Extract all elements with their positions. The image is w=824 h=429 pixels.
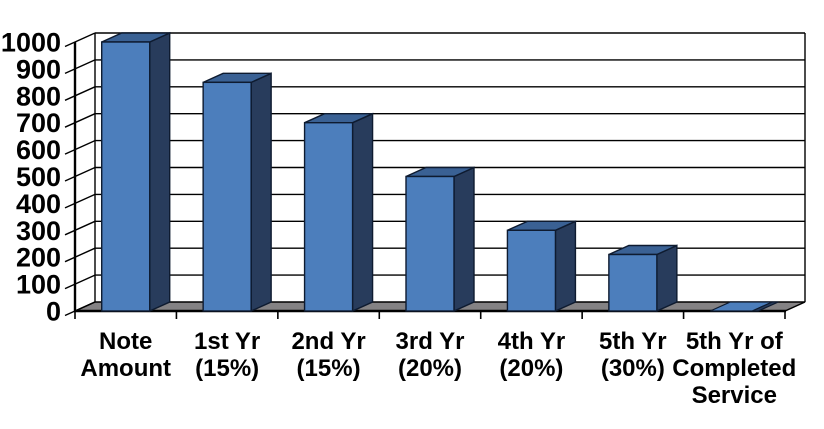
- x-axis-label: Service: [692, 382, 777, 409]
- y-axis-label: 400: [16, 189, 61, 219]
- y-axis-label: 900: [16, 54, 61, 84]
- bar-side-3rd-yr-20: [453, 166, 475, 313]
- bar-4th-yr-20: [506, 229, 557, 312]
- x-axis-label: (30%): [601, 355, 665, 382]
- x-axis-label: (20%): [499, 355, 563, 382]
- y-axis-label: 700: [16, 108, 61, 138]
- y-axis-label: 800: [16, 81, 61, 111]
- y-axis-tick: [64, 274, 96, 290]
- bar-2nd-yr-15: [303, 121, 354, 312]
- y-axis-tick: [64, 32, 96, 48]
- x-axis-label: Completed: [672, 355, 796, 382]
- y-axis-label: 0: [46, 297, 61, 327]
- y-axis-tick: [64, 220, 96, 236]
- y-axis-tick: [64, 139, 96, 155]
- x-axis-label: 3rd Yr: [396, 328, 465, 355]
- y-axis-tick: [64, 247, 96, 263]
- y-axis-tick: [64, 193, 96, 209]
- y-axis-label: 500: [16, 162, 61, 192]
- bar-note-amount: [101, 41, 151, 312]
- x-axis-label: 5th Yr of: [686, 328, 784, 355]
- x-axis-label: (20%): [398, 355, 462, 382]
- bar-3rd-yr-20: [405, 175, 455, 312]
- bar-side-5th-yr-30: [656, 244, 678, 313]
- x-axis-label: 1st Yr: [194, 328, 260, 355]
- x-axis-label: (15%): [297, 355, 361, 382]
- bar-5th-yr-30: [608, 253, 658, 312]
- x-axis-label: (15%): [195, 355, 259, 382]
- y-axis-tick: [64, 86, 96, 101]
- x-axis-label: Amount: [80, 355, 171, 382]
- bar-side-1st-yr-15: [250, 72, 272, 313]
- y-axis-label: 1000: [1, 28, 61, 58]
- bar-side-2nd-yr-15: [351, 112, 374, 313]
- y-axis-label: 100: [16, 270, 61, 300]
- x-axis-label: 4th Yr: [498, 328, 566, 355]
- bar-side-4th-yr-20: [554, 220, 577, 313]
- y-axis-label: 600: [16, 135, 61, 165]
- x-axis-label: 5th Yr: [599, 328, 667, 355]
- y-axis-tick: [64, 301, 96, 317]
- bar-1st-yr-15: [202, 81, 252, 312]
- bar-side-5th-yr-of-completed-service: [752, 301, 779, 312]
- x-axis-label: 2nd Yr: [291, 328, 365, 355]
- y-axis-tick: [64, 59, 96, 75]
- y-axis-tick: [64, 166, 96, 182]
- x-axis-label: Note: [99, 328, 152, 355]
- y-axis-label: 200: [16, 243, 61, 273]
- y-axis-tick: [64, 113, 96, 128]
- bar-side-note-amount: [149, 31, 171, 313]
- y-axis-label: 300: [16, 216, 61, 246]
